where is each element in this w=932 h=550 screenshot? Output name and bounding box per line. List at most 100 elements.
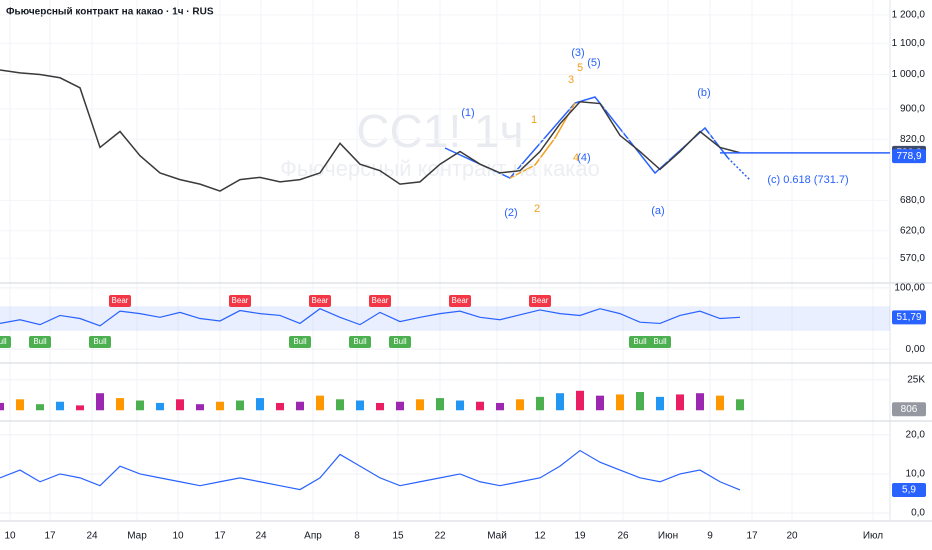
signal-box bbox=[29, 336, 51, 348]
wave-label: (4) bbox=[577, 152, 590, 164]
chart-title: Фьючерсный контракт на какао · 1ч · RUS bbox=[6, 7, 214, 18]
bar bbox=[536, 396, 544, 411]
x-tick-label: 10 bbox=[172, 531, 184, 542]
y-tick-label: 820,0 bbox=[900, 134, 925, 145]
series-line bbox=[0, 69, 741, 192]
bar bbox=[476, 401, 484, 411]
bar bbox=[716, 395, 724, 411]
x-tick-label: 8 bbox=[354, 531, 360, 542]
last-value-label: 5,9 bbox=[902, 485, 916, 496]
watermark: CC1! 1ч bbox=[356, 105, 523, 157]
y-tick-label: 1 000,0 bbox=[892, 69, 926, 80]
bar bbox=[96, 393, 104, 411]
bar bbox=[356, 400, 364, 411]
bar bbox=[596, 395, 604, 411]
bar bbox=[16, 399, 24, 411]
bar bbox=[336, 399, 344, 411]
bar bbox=[116, 398, 124, 411]
wave-label: (3) bbox=[571, 47, 584, 59]
y-tick-label: 25K bbox=[907, 374, 925, 385]
bar bbox=[656, 396, 664, 411]
sub-wave bbox=[509, 102, 576, 179]
signal-box bbox=[649, 336, 671, 348]
bar bbox=[0, 402, 4, 411]
bar bbox=[56, 401, 64, 411]
bar bbox=[316, 395, 324, 411]
signal-box bbox=[389, 336, 411, 348]
wave-label: (1) bbox=[461, 107, 474, 119]
x-tick-label: 24 bbox=[86, 531, 98, 542]
last-value-label: 778,9 bbox=[896, 151, 921, 162]
x-tick-label: Мар bbox=[127, 531, 147, 542]
wave-projection bbox=[727, 157, 751, 181]
bar bbox=[276, 402, 284, 411]
bar bbox=[236, 400, 244, 411]
wave-label: (5) bbox=[587, 57, 600, 69]
bar bbox=[376, 402, 384, 411]
bar bbox=[496, 402, 504, 411]
wave-label: 5 bbox=[577, 62, 583, 74]
bar bbox=[136, 400, 144, 411]
last-value-label: 51,79 bbox=[896, 312, 921, 323]
signal-label: Bear bbox=[112, 296, 129, 305]
signal-box bbox=[349, 336, 371, 348]
bar bbox=[156, 402, 164, 411]
bar bbox=[456, 400, 464, 411]
signal-label: Bull bbox=[393, 337, 407, 346]
signal-box bbox=[449, 295, 471, 307]
y-tick-label: 10,0 bbox=[906, 469, 926, 480]
wave-label: 4 bbox=[573, 152, 579, 164]
bar bbox=[556, 393, 564, 411]
rsi-band bbox=[0, 306, 890, 331]
y-tick-label: 620,0 bbox=[900, 225, 925, 236]
bar bbox=[516, 399, 524, 411]
signal-box bbox=[229, 295, 251, 307]
x-tick-label: Июл bbox=[863, 531, 883, 542]
y-tick-label: 0,00 bbox=[906, 344, 926, 355]
signal-label: Bull bbox=[93, 337, 107, 346]
wave-label: (b) bbox=[697, 87, 710, 99]
last-value-label: 806 bbox=[901, 404, 918, 415]
x-tick-label: 17 bbox=[746, 531, 758, 542]
signal-box bbox=[529, 295, 551, 307]
x-tick-label: Май bbox=[487, 531, 507, 542]
bar bbox=[176, 399, 184, 411]
wave-lines bbox=[444, 96, 751, 181]
x-tick-label: 24 bbox=[255, 531, 267, 542]
y-tick-label: 0,0 bbox=[911, 508, 925, 519]
x-tick-label: 19 bbox=[574, 531, 586, 542]
bar bbox=[396, 401, 404, 411]
y-tick-label: 570,0 bbox=[900, 253, 925, 264]
signal-box bbox=[309, 295, 331, 307]
bar bbox=[636, 392, 644, 411]
signal-label: Bull bbox=[33, 337, 47, 346]
y-tick-label: 1 100,0 bbox=[892, 38, 926, 49]
x-tick-label: 26 bbox=[617, 531, 629, 542]
bar bbox=[296, 401, 304, 411]
x-tick-label: 22 bbox=[434, 531, 446, 542]
signal-label: Bear bbox=[452, 296, 469, 305]
wave-label: (c) 0.618 (731.7) bbox=[767, 174, 848, 186]
signal-box bbox=[629, 336, 651, 348]
bar bbox=[676, 394, 684, 411]
series-line bbox=[0, 308, 741, 327]
signal-label: Bull bbox=[293, 337, 307, 346]
bar bbox=[256, 398, 264, 411]
signal-label: Bear bbox=[532, 296, 549, 305]
wave-label: (2) bbox=[504, 207, 517, 219]
bar bbox=[416, 399, 424, 411]
wave-label: 3 bbox=[568, 74, 574, 86]
y-tick-label: 1 200,0 bbox=[892, 10, 926, 21]
bar bbox=[36, 404, 44, 411]
y-tick-label: 100,00 bbox=[894, 283, 925, 294]
wave-label: 2 bbox=[534, 203, 540, 215]
signal-label: Bull bbox=[353, 337, 367, 346]
wave-label: (a) bbox=[651, 205, 664, 217]
last-value-box bbox=[892, 482, 926, 497]
bar bbox=[216, 401, 224, 411]
signal-label: Bull bbox=[653, 337, 667, 346]
bar bbox=[576, 390, 584, 411]
bar bbox=[696, 393, 704, 411]
signal-label: Bull bbox=[0, 337, 7, 346]
